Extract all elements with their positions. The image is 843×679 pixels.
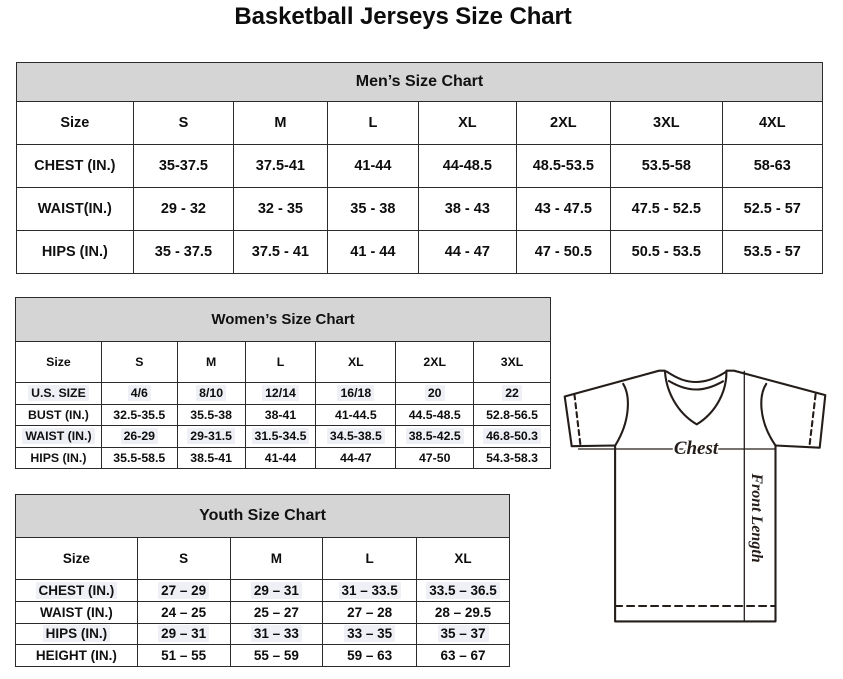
svg-text:Front Length: Front Length xyxy=(748,472,765,562)
svg-text:Chest: Chest xyxy=(674,438,719,459)
